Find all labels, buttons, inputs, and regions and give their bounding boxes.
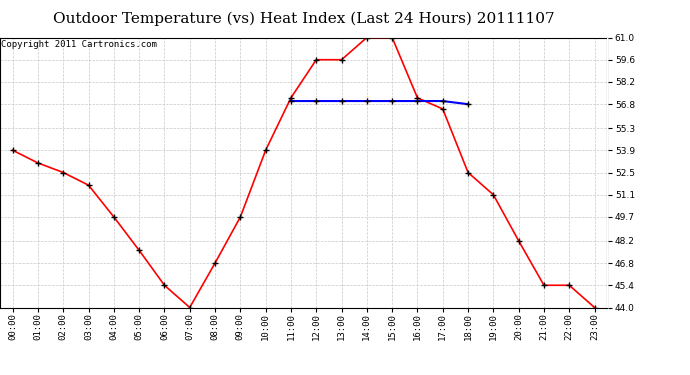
Text: Outdoor Temperature (vs) Heat Index (Last 24 Hours) 20111107: Outdoor Temperature (vs) Heat Index (Las… — [53, 11, 554, 26]
Text: Copyright 2011 Cartronics.com: Copyright 2011 Cartronics.com — [1, 40, 157, 49]
